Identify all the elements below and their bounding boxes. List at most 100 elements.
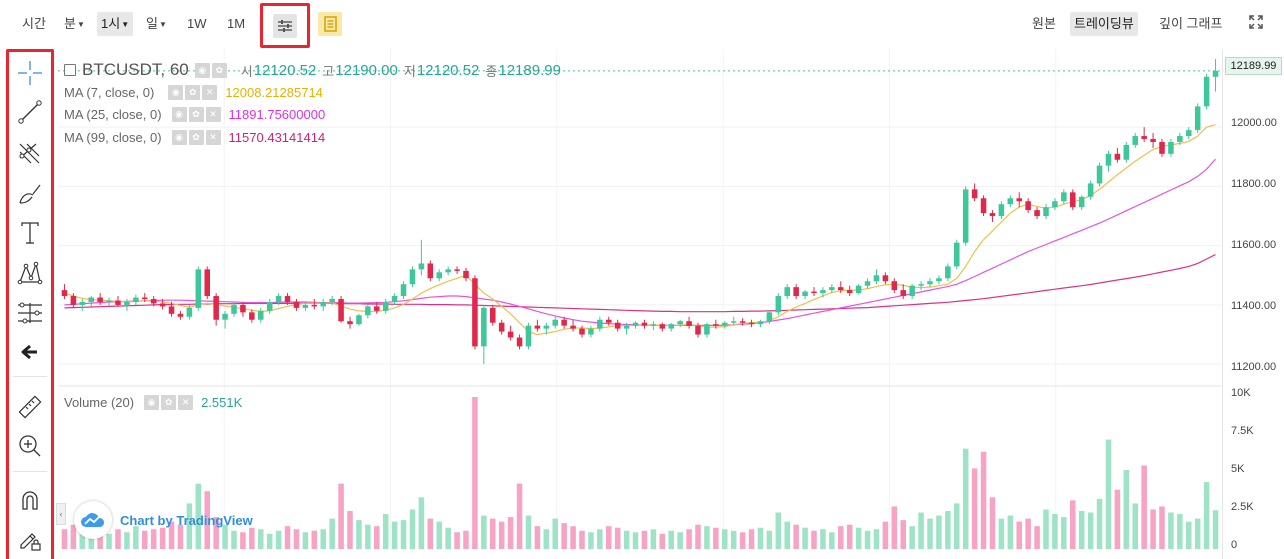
eye-icon[interactable]: ◉ (171, 130, 187, 145)
ma25-value: 11891.75600000 (228, 107, 326, 122)
candle-body (204, 269, 210, 297)
interval-day-dropdown[interactable]: 일▼ (142, 12, 171, 36)
volume-bar (855, 527, 862, 549)
gear-icon[interactable]: ✿ (188, 130, 204, 145)
interval-minute-dropdown[interactable]: 분▼ (60, 12, 89, 36)
price-axis[interactable]: 12000.00 11800.00 11600.00 11400.00 1120… (1222, 49, 1284, 559)
low-value: 12120.52 (416, 61, 480, 79)
gear-icon[interactable]: ✿ (161, 395, 177, 410)
candle-body (445, 269, 451, 273)
close-icon[interactable]: ✕ (205, 107, 221, 122)
view-depth-button[interactable]: 깊이 그래프 (1159, 16, 1223, 31)
candle-body (329, 299, 335, 302)
hide-toolbar-button[interactable] (15, 337, 45, 367)
candlestick-chart[interactable] (58, 49, 1222, 559)
volume-bar (275, 530, 282, 549)
candle-body (588, 328, 594, 335)
interval-month-button[interactable]: 1M (227, 16, 246, 31)
eye-icon[interactable]: ◉ (194, 62, 210, 78)
volume-tick: 0 (1231, 539, 1238, 551)
text-tool-button[interactable] (15, 218, 45, 248)
gear-icon[interactable]: ✿ (185, 85, 201, 100)
candle-body (543, 325, 550, 329)
tradingview-watermark[interactable]: Chart by TradingView (74, 500, 253, 540)
volume-value: 2.551K (201, 395, 243, 410)
candle-body (106, 300, 112, 302)
volume-bar (891, 506, 898, 549)
candle-body (284, 296, 291, 302)
volume-bar (945, 511, 951, 549)
candle-body (338, 299, 344, 322)
eye-icon[interactable]: ◉ (171, 107, 187, 122)
candle-body (1186, 130, 1192, 137)
interval-week-button[interactable]: 1W (187, 16, 207, 31)
lock-drawings-button[interactable] (15, 524, 45, 554)
ma99-line (64, 254, 1216, 313)
gear-icon[interactable]: ✿ (211, 62, 227, 78)
collapse-panel-button[interactable]: ‹ (56, 503, 66, 525)
crosshair-tool-button[interactable] (15, 58, 45, 88)
volume-bar (1043, 509, 1049, 549)
volume-bar (150, 529, 157, 549)
candle-body (1070, 192, 1076, 208)
candle-body (597, 319, 603, 329)
eye-icon[interactable]: ◉ (168, 85, 184, 100)
zoom-in-tool-button[interactable] (15, 431, 45, 461)
pitchfork-tool-button[interactable] (15, 138, 45, 168)
volume-bar (1203, 482, 1210, 549)
prediction-tool-button[interactable] (15, 298, 45, 328)
collapse-legend-icon[interactable] (64, 64, 76, 76)
volume-bar (570, 526, 576, 549)
candle-body (391, 296, 398, 302)
pitchfork-icon (19, 143, 40, 164)
interval-hour-dropdown[interactable]: 1시▼ (97, 12, 134, 36)
candle-body (97, 297, 103, 302)
volume-bar (686, 529, 692, 549)
volume-bar (766, 530, 773, 549)
candle-body (293, 301, 300, 308)
volume-bar (1007, 515, 1014, 549)
volume-bar (258, 529, 264, 549)
close-icon[interactable]: ✕ (178, 395, 194, 410)
candle-body (1043, 207, 1049, 217)
volume-bar (1194, 518, 1201, 549)
volume-bar (936, 515, 942, 549)
candle-body (998, 204, 1005, 217)
candle-body (472, 278, 478, 347)
magnet-tool-button[interactable] (15, 485, 45, 515)
pattern-tool-button[interactable] (15, 258, 45, 288)
candle-body (838, 287, 844, 291)
candle-body (124, 301, 130, 305)
view-original-button[interactable]: 원본 (1032, 16, 1056, 31)
candle-body (1203, 76, 1210, 107)
indicators-button[interactable] (260, 3, 310, 48)
measure-tool-button[interactable] (15, 392, 45, 422)
fullscreen-icon (1249, 15, 1263, 29)
top-toolbar: 시간 분▼ 1시▼ 일▼ 1W 1M 원본 트레이딩뷰 깊이 그래프 (0, 0, 1284, 48)
eye-icon[interactable]: ◉ (144, 395, 160, 410)
volume-bar (1025, 518, 1031, 549)
candle-body (561, 319, 567, 326)
candle-body (971, 189, 978, 199)
close-icon[interactable]: ✕ (205, 130, 221, 145)
chart-area[interactable]: BTCUSDT, 60 ◉ ✿ 시 12120.52 고 12190.00 저 1212… (58, 49, 1222, 559)
candle-body (463, 270, 469, 279)
template-button[interactable] (318, 12, 342, 36)
candle-body (1025, 201, 1031, 211)
volume-bar (1150, 509, 1156, 549)
candle-body (686, 321, 692, 326)
volume-bar (1186, 521, 1192, 549)
candle-body (231, 304, 237, 314)
volume-bar (739, 532, 746, 549)
volume-bar (1052, 514, 1058, 549)
close-icon[interactable]: ✕ (202, 85, 218, 100)
fullscreen-button[interactable] (1244, 14, 1268, 38)
volume-bar (490, 518, 496, 549)
candle-body (516, 337, 523, 347)
brush-tool-button[interactable] (15, 179, 45, 209)
candle-body (1159, 141, 1165, 154)
volume-bar (498, 521, 505, 549)
gear-icon[interactable]: ✿ (188, 107, 204, 122)
view-tradingview-button[interactable]: 트레이딩뷰 (1070, 12, 1138, 36)
trend-line-tool-button[interactable] (15, 97, 45, 127)
